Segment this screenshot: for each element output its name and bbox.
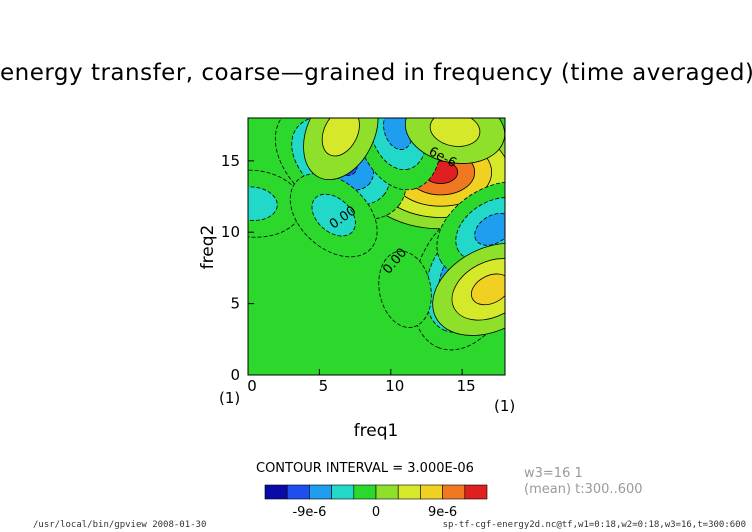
y-unit-label: (1) [494, 397, 515, 415]
colorbar-cell [331, 484, 355, 500]
contour-feature [354, 118, 442, 191]
y-tick-label: 0 [230, 366, 240, 384]
contour-feature [436, 181, 505, 278]
colorbar-cell [375, 484, 399, 500]
contour-interval: CONTOUR INTERVAL = 3.000E-06 [256, 461, 474, 476]
colorbar-cell [309, 484, 332, 500]
contour-band [474, 213, 505, 246]
w3-info: w3=16 1 [524, 466, 583, 481]
x-unit-label: (1) [219, 389, 240, 407]
chart-title: energy transfer, coarse—grained in frequ… [0, 60, 752, 86]
colorbar-cell [442, 484, 466, 500]
y-tick-label: 15 [221, 152, 240, 170]
colorbar-cell [420, 484, 443, 500]
colorbar-cell [464, 484, 488, 500]
x-tick-label: 5 [319, 377, 329, 395]
colorbar-cell [264, 484, 288, 500]
contour-band [248, 186, 278, 221]
y-axis-label: freq2 [198, 225, 218, 270]
footer-right: sp-tf-cgf-energy2d.nc@tf,w1=0:18,w2=0:18… [443, 520, 746, 530]
y-tick-label: 5 [230, 295, 240, 313]
colorbar-cell [353, 484, 377, 500]
y-tick-label: 10 [221, 223, 240, 241]
plot-frame [247, 117, 506, 376]
contour-band [321, 118, 360, 157]
plot-area [248, 118, 505, 375]
contour-band [470, 273, 505, 306]
colorbar-labels: -9e-6 0 9e-6 [292, 505, 457, 520]
colorbar-cell [286, 484, 310, 500]
contour-feature [432, 242, 505, 336]
colorbar [264, 484, 488, 500]
x-tick-label: 15 [457, 377, 476, 395]
x-tick-label: 10 [385, 377, 404, 395]
x-axis: 0 5 10 15 [247, 369, 476, 395]
contour-feature [303, 118, 379, 181]
x-axis-label: freq1 [354, 421, 399, 441]
colorbar-tick-label: 9e-6 [428, 505, 457, 520]
y-axis: 0 5 10 15 [221, 152, 254, 384]
colorbar-tick-label: -9e-6 [292, 505, 326, 520]
colorbar-cell [397, 484, 421, 500]
colorbar-tick-label: 0 [372, 505, 380, 520]
contour-band [429, 118, 481, 147]
footer-left: /usr/local/bin/gpview 2008-01-30 [33, 520, 206, 530]
contour-feature [289, 172, 378, 258]
x-tick-label: 0 [247, 377, 257, 395]
mean-info: (mean) t:300..600 [524, 482, 643, 497]
contour-feature [404, 118, 505, 164]
